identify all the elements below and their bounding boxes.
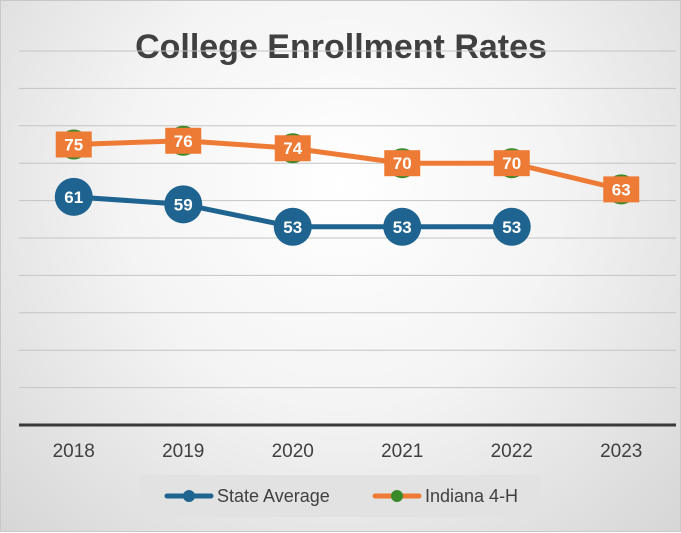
data-point-marker	[273, 207, 312, 246]
data-label: 63	[612, 180, 631, 199]
data-label-box	[55, 131, 92, 158]
data-label: 59	[174, 195, 193, 214]
data-label-box	[603, 176, 640, 203]
data-label: 75	[64, 136, 83, 155]
legend: State Average Indiana 4-H	[139, 475, 541, 517]
data-label: 76	[174, 132, 193, 151]
series-state-average: 61 59 53 53 53	[54, 177, 531, 246]
data-point-marker	[383, 207, 422, 246]
x-axis: 2018 2019 2020 2021 2022 2023	[19, 423, 676, 462]
data-label: 53	[283, 218, 302, 237]
data-point-marker	[164, 185, 203, 224]
data-label: 74	[283, 139, 302, 158]
data-point-marker	[54, 177, 93, 216]
data-label: 53	[393, 218, 412, 237]
series-indiana-4-h: 75 76 74 70 70 63	[55, 125, 640, 205]
x-tick-label: 2023	[600, 441, 642, 462]
x-tick-label: 2019	[162, 441, 204, 462]
data-label: 70	[502, 154, 521, 173]
data-point-marker	[492, 207, 531, 246]
legend-entry: Indiana 4-H	[372, 486, 518, 506]
series: 75 76 74 70 70 63 61 59 53 53 53	[54, 125, 640, 246]
x-tick-label: 2022	[491, 441, 533, 462]
data-label-box	[384, 150, 421, 177]
legend-label: Indiana 4-H	[425, 486, 518, 506]
data-label: 70	[393, 154, 412, 173]
x-tick-label: 2020	[272, 441, 314, 462]
chart-title: College Enrollment Rates	[135, 28, 547, 66]
data-label: 53	[502, 218, 521, 237]
data-label: 61	[64, 188, 83, 207]
x-tick-label: 2021	[381, 441, 423, 462]
data-label-box	[165, 127, 202, 154]
legend-marker-swatch	[183, 490, 195, 502]
x-tick-label: 2018	[53, 441, 95, 462]
data-label-box	[274, 135, 311, 162]
gridlines	[19, 50, 676, 389]
legend-marker-swatch	[391, 490, 403, 502]
series-line	[71, 138, 624, 192]
legend-label: State Average	[217, 486, 330, 506]
legend-entry: State Average	[164, 486, 330, 506]
data-label-box	[493, 150, 530, 177]
